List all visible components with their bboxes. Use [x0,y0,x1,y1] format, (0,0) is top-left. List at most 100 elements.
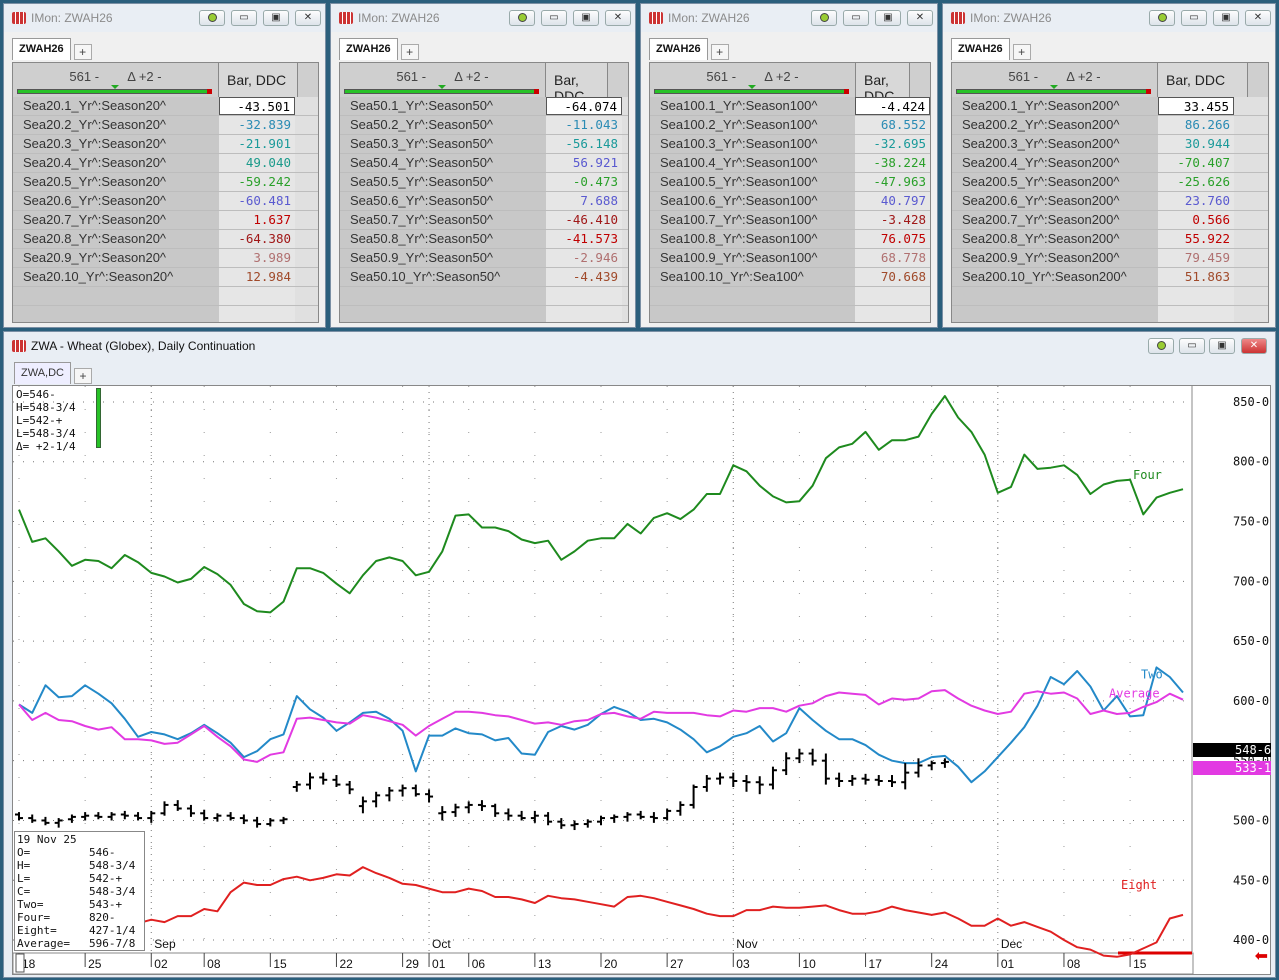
symbol-header[interactable]: 561 - Δ +2 - [650,63,856,97]
table-row[interactable]: Sea50.6_Yr^:Season50^ 7.688 [340,192,628,211]
add-tab-button[interactable]: + [710,44,729,60]
row-value[interactable]: -47.963 [854,173,930,191]
minimize-button[interactable]: ▭ [541,10,567,26]
table-row[interactable]: Sea100.2_Yr^:Season100^ 68.552 [650,116,930,135]
table-row[interactable]: Sea50.5_Yr^:Season50^ -0.473 [340,173,628,192]
column-header[interactable]: Bar, DDC [856,63,910,104]
minimize-button[interactable]: ▭ [231,10,257,26]
row-value[interactable]: -11.043 [546,116,622,134]
row-value[interactable]: 0.566 [1158,211,1234,229]
table-row[interactable]: Sea50.7_Yr^:Season50^ -46.410 [340,211,628,230]
tab-symbol[interactable]: ZWAH26 [12,38,71,60]
row-value[interactable]: -43.501 [219,97,295,115]
row-value[interactable]: 68.552 [854,116,930,134]
link-status-button[interactable] [1149,10,1175,26]
row-value[interactable]: 55.922 [1158,230,1234,248]
row-value[interactable]: -60.481 [219,192,295,210]
table-row[interactable]: Sea20.9_Yr^:Season20^ 3.989 [13,249,318,268]
close-button[interactable]: ✕ [1245,10,1271,26]
minimize-button[interactable]: ▭ [1179,338,1205,354]
row-value[interactable]: 76.075 [854,230,930,248]
table-row[interactable]: Sea200.10_Yr^:Season200^ 51.863 [952,268,1268,287]
table-row[interactable]: Sea100.1_Yr^:Season100^ -4.424 [650,97,930,116]
table-row[interactable]: Sea100.4_Yr^:Season100^ -38.224 [650,154,930,173]
row-value[interactable]: 70.668 [854,268,930,286]
table-row[interactable]: Sea50.9_Yr^:Season50^ -2.946 [340,249,628,268]
table-row[interactable]: Sea200.6_Yr^:Season200^ 23.760 [952,192,1268,211]
row-value[interactable]: -59.242 [219,173,295,191]
table-row[interactable]: Sea50.3_Yr^:Season50^ -56.148 [340,135,628,154]
row-value[interactable]: -56.148 [546,135,622,153]
column-header[interactable]: Bar, DDC [1158,63,1248,97]
data-window-handle[interactable] [96,388,101,448]
add-tab-button[interactable]: + [1012,44,1031,60]
row-value[interactable]: -3.428 [854,211,930,229]
tab-symbol[interactable]: ZWAH26 [951,38,1010,60]
table-row[interactable]: Sea50.2_Yr^:Season50^ -11.043 [340,116,628,135]
table-row[interactable]: Sea20.2_Yr^:Season20^ -32.839 [13,116,318,135]
table-row[interactable]: Sea20.6_Yr^:Season20^ -60.481 [13,192,318,211]
row-value[interactable]: 68.778 [854,249,930,267]
row-value[interactable]: 86.266 [1158,116,1234,134]
table-row[interactable]: Sea50.10_Yr^:Season50^ -4.439 [340,268,628,287]
link-status-button[interactable] [811,10,837,26]
close-button[interactable]: ✕ [295,10,321,26]
chart-plot-area[interactable]: 400-0'450-0'500-0'550-0'600-0'650-0'700-… [12,385,1272,975]
row-value[interactable]: -32.695 [854,135,930,153]
table-row[interactable]: Sea20.8_Yr^:Season20^ -64.380 [13,230,318,249]
row-value[interactable]: 23.760 [1158,192,1234,210]
table-row[interactable]: Sea200.3_Yr^:Season200^ 30.944 [952,135,1268,154]
symbol-header[interactable]: 561 - Δ +2 - [13,63,219,97]
table-row[interactable]: Sea100.9_Yr^:Season100^ 68.778 [650,249,930,268]
row-value[interactable]: 33.455 [1158,97,1234,115]
table-row[interactable]: Sea200.2_Yr^:Season200^ 86.266 [952,116,1268,135]
row-value[interactable]: 1.637 [219,211,295,229]
close-button[interactable]: ✕ [605,10,631,26]
row-value[interactable]: 7.688 [546,192,622,210]
minimize-button[interactable]: ▭ [843,10,869,26]
row-value[interactable]: 51.863 [1158,268,1234,286]
chart-titlebar[interactable]: ZWA - Wheat (Globex), Daily Continuation [4,332,1275,360]
table-row[interactable]: Sea200.9_Yr^:Season200^ 79.459 [952,249,1268,268]
row-value[interactable]: 30.944 [1158,135,1234,153]
table-row[interactable]: Sea20.1_Yr^:Season20^ -43.501 [13,97,318,116]
tab-zwa-dc[interactable]: ZWA,DC [14,362,71,384]
table-row[interactable]: Sea20.10_Yr^:Season20^ 12.984 [13,268,318,287]
maximize-button[interactable]: ▣ [1213,10,1239,26]
link-status-button[interactable] [1148,338,1174,354]
row-value[interactable]: -64.380 [219,230,295,248]
table-row[interactable]: Sea100.3_Yr^:Season100^ -32.695 [650,135,930,154]
table-row[interactable]: Sea100.6_Yr^:Season100^ 40.797 [650,192,930,211]
column-header[interactable]: Bar, DDC [219,63,298,97]
row-value[interactable]: -70.407 [1158,154,1234,172]
table-row[interactable]: Sea200.1_Yr^:Season200^ 33.455 [952,97,1268,116]
table-row[interactable]: Sea200.8_Yr^:Season200^ 55.922 [952,230,1268,249]
scroll-to-end-arrow-icon[interactable]: ⬅ [1254,948,1268,965]
row-value[interactable]: 79.459 [1158,249,1234,267]
close-button[interactable]: ✕ [1241,338,1267,354]
table-row[interactable]: Sea20.7_Yr^:Season20^ 1.637 [13,211,318,230]
tab-symbol[interactable]: ZWAH26 [649,38,708,60]
symbol-header[interactable]: 561 - Δ +2 - [340,63,546,97]
link-status-button[interactable] [509,10,535,26]
symbol-header[interactable]: 561 - Δ +2 - [952,63,1158,97]
table-row[interactable]: Sea20.3_Yr^:Season20^ -21.901 [13,135,318,154]
add-tab-button[interactable]: + [400,44,419,60]
monitor-titlebar[interactable]: IMon: ZWAH26 [641,4,937,32]
table-row[interactable]: Sea20.4_Yr^:Season20^ 49.040 [13,154,318,173]
maximize-button[interactable]: ▣ [263,10,289,26]
row-value[interactable]: -32.839 [219,116,295,134]
row-value[interactable]: 3.989 [219,249,295,267]
row-value[interactable]: -0.473 [546,173,622,191]
add-tab-button[interactable]: + [73,44,92,60]
tab-symbol[interactable]: ZWAH26 [339,38,398,60]
link-status-button[interactable] [199,10,225,26]
row-value[interactable]: 12.984 [219,268,295,286]
close-button[interactable]: ✕ [907,10,933,26]
table-row[interactable]: Sea200.5_Yr^:Season200^ -25.626 [952,173,1268,192]
minimize-button[interactable]: ▭ [1181,10,1207,26]
add-tab-button[interactable]: + [73,368,92,384]
table-row[interactable]: Sea100.10_Yr^:Sea100^ 70.668 [650,268,930,287]
row-value[interactable]: -41.573 [546,230,622,248]
row-value[interactable]: -46.410 [546,211,622,229]
